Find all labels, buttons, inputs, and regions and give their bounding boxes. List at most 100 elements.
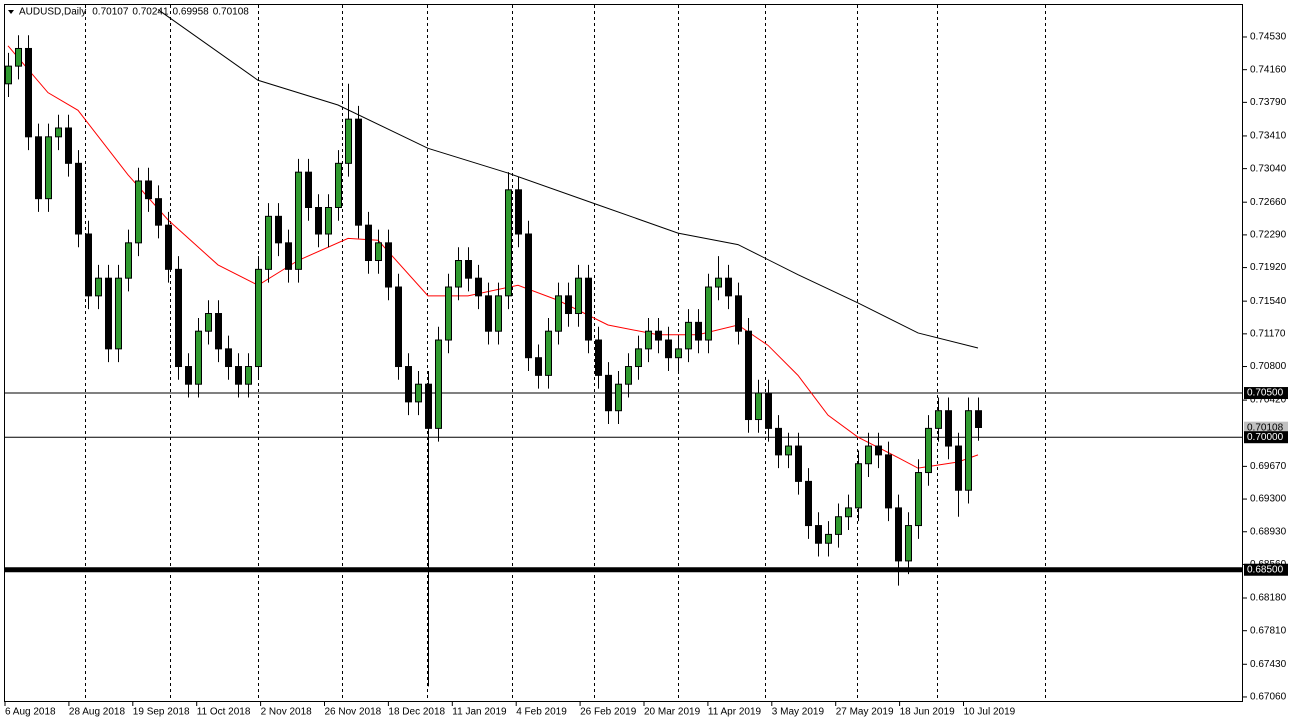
- x-tick-label: 27 May 2019: [836, 707, 894, 718]
- candle-body: [335, 162, 342, 209]
- y-tick-label: 0.67810: [1250, 625, 1287, 636]
- candle-body: [605, 374, 612, 412]
- candle-body: [195, 330, 202, 385]
- price-box-label: 0.70000: [1247, 432, 1284, 443]
- candle-body: [205, 313, 212, 332]
- x-tick-label: 11 Oct 2018: [197, 707, 251, 718]
- candle-body: [245, 366, 252, 385]
- candle-body: [65, 127, 72, 164]
- candle-body: [705, 286, 712, 341]
- candle-body: [855, 463, 862, 509]
- candle-body: [945, 410, 952, 447]
- candle-body: [775, 427, 782, 456]
- candle-body: [185, 366, 192, 385]
- candle-body: [455, 260, 462, 288]
- candle-body: [475, 277, 482, 297]
- candle-body: [535, 357, 542, 376]
- header-value: 0.70108: [213, 7, 250, 18]
- candle-body: [735, 295, 742, 332]
- candle-body: [905, 525, 912, 562]
- x-tick-label: 11 Jan 2019: [452, 707, 507, 718]
- candle-body: [595, 339, 602, 376]
- candle-body: [625, 366, 632, 385]
- candle-body: [365, 224, 372, 262]
- y-tick-label: 0.70800: [1250, 361, 1287, 372]
- candle-body: [385, 242, 392, 288]
- candle-body: [465, 260, 472, 279]
- candle-body: [325, 207, 332, 235]
- candle-body: [25, 47, 32, 138]
- candle-body: [795, 445, 802, 482]
- candle-body: [215, 313, 222, 350]
- candle-body: [955, 445, 962, 491]
- y-tick-label: 0.70420: [1250, 395, 1287, 406]
- y-tick-label: 0.67430: [1250, 659, 1287, 670]
- candle-body: [555, 295, 562, 332]
- price-box-label: 0.70108: [1247, 422, 1284, 433]
- candle-body: [935, 410, 942, 429]
- x-tick-label: 20 Mar 2019: [644, 707, 701, 718]
- candle-body: [525, 233, 532, 359]
- candle-body: [395, 286, 402, 368]
- candle-body: [635, 348, 642, 368]
- candle-body: [155, 198, 162, 226]
- price-box-label: 0.70500: [1247, 388, 1284, 399]
- y-tick-label: 0.72660: [1250, 197, 1287, 208]
- candle-body: [225, 348, 232, 368]
- candle-body: [875, 445, 882, 456]
- y-tick-label: 0.74530: [1250, 32, 1287, 43]
- candle-body: [415, 383, 422, 403]
- candle-body: [165, 224, 172, 270]
- candle-body: [445, 286, 452, 341]
- candle-body: [645, 330, 652, 350]
- x-tick-label: 11 Apr 2019: [708, 707, 762, 718]
- candle-body: [885, 454, 892, 509]
- plot-frame: [4, 4, 1243, 702]
- candle-body: [285, 242, 292, 270]
- candle-body: [305, 171, 312, 209]
- y-tick-label: 0.73040: [1250, 163, 1287, 174]
- candle-body: [715, 277, 722, 288]
- x-tick-label: 28 Aug 2018: [69, 707, 126, 718]
- candle-body: [75, 162, 82, 235]
- candle-body: [355, 118, 362, 226]
- x-tick-label: 26 Nov 2018: [325, 707, 382, 718]
- candle-body: [965, 410, 972, 491]
- candle-body: [565, 295, 572, 315]
- candle-body: [685, 321, 692, 350]
- candle-body: [815, 525, 822, 544]
- candle-body: [275, 215, 282, 244]
- candle-body: [505, 189, 512, 297]
- x-tick-label: 4 Feb 2019: [516, 707, 567, 718]
- y-tick-label: 0.68930: [1250, 526, 1287, 537]
- candle-body: [865, 445, 872, 465]
- y-tick-label: 0.71170: [1250, 328, 1286, 339]
- candle-body: [895, 507, 902, 562]
- candle-body: [785, 445, 792, 456]
- x-tick-label: 3 May 2019: [772, 707, 825, 718]
- candle-body: [925, 427, 932, 474]
- y-tick-label: 0.74160: [1250, 64, 1287, 75]
- candle-body: [425, 383, 432, 429]
- y-tick-label: 0.73790: [1250, 97, 1287, 108]
- moving-average: [157, 9, 979, 349]
- y-tick-label: 0.69300: [1250, 494, 1287, 505]
- candle-body: [295, 171, 302, 270]
- candle-body: [405, 366, 412, 403]
- x-tick-label: 26 Feb 2019: [580, 707, 637, 718]
- candle-body: [435, 339, 442, 429]
- candle-body: [745, 330, 752, 421]
- x-tick-label: 18 Jun 2019: [900, 707, 955, 718]
- candle-body: [835, 516, 842, 535]
- candle-body: [755, 392, 762, 421]
- candle-body: [975, 410, 982, 428]
- price-box-label: 0.68500: [1247, 564, 1284, 575]
- candle-body: [265, 215, 272, 270]
- candle-body: [545, 330, 552, 376]
- y-tick-label: 0.72290: [1250, 230, 1287, 241]
- candle-body: [315, 207, 322, 235]
- candle-body: [695, 321, 702, 341]
- menu-arrow: [8, 10, 14, 14]
